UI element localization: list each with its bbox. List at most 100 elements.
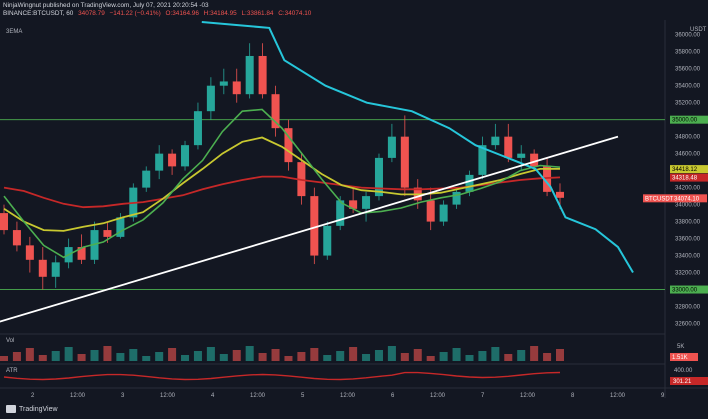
y-tick-label: 33800.00 [675,220,701,226]
volume-bar [0,356,9,361]
volume-bar [51,351,60,361]
atr-pane-label[interactable]: ATR [6,368,18,374]
x-tick-label: 12:00 [520,393,536,399]
volume-bar [271,349,280,361]
candle-body [387,136,396,158]
volume-bar [206,347,215,361]
candle-body [193,111,202,146]
y-tick-label: 34200.00 [675,186,701,192]
volume-bar [284,356,293,361]
candle-body [374,157,383,197]
volume-bar [413,349,422,361]
volume-bar [12,352,21,361]
candle-body [323,225,332,256]
volume-bar [349,347,358,361]
volume-bar [90,350,99,361]
candle-body [168,153,177,167]
volume-bar [517,350,526,361]
candle-body [336,200,345,226]
ema-mid-line [3,136,560,232]
candle-body [142,170,151,188]
volume-bar [38,355,47,361]
volume-bar [168,348,177,361]
volume-bar [543,353,552,361]
candle-body [517,153,526,158]
x-tick-label: 3 [121,393,125,399]
price-tag-symbol: BTCUSDT [645,196,674,202]
y-tick-label: 34800.00 [675,135,701,141]
volume-bar [323,355,332,361]
low-value: L:33861.84 [241,10,274,17]
candle-body [504,136,513,158]
y-tick-label: 34000.00 [675,203,701,209]
candle-body [181,145,190,167]
volume-bar [258,353,267,361]
chart-publish-info: NinjaWingnut published on TradingView.co… [3,2,209,9]
candle-body [103,230,112,237]
currency-label: USDT [690,27,707,33]
high-value: H:34184.95 [203,10,237,17]
x-tick-label: 12:00 [250,393,266,399]
volume-bar [504,354,513,361]
volume-bar [465,355,474,361]
volume-bar [426,356,435,361]
x-tick-label: 4 [211,393,215,399]
candle-body [362,196,371,209]
candle-body [400,136,409,188]
x-tick-label: 12:00 [160,393,176,399]
candle-body [245,55,254,95]
candle-body [530,153,539,167]
volume-bar [374,350,383,361]
x-tick-label: 12:00 [430,393,446,399]
volume-bar [103,346,112,361]
volume-bar [336,351,345,361]
trendline [0,135,619,323]
candle-body [51,262,60,277]
volume-pane-label[interactable]: Vol [6,338,15,344]
candle-body [465,174,474,192]
x-tick-label: 12:00 [70,393,86,399]
atr-tick-label: 400.00 [674,368,693,374]
volume-bar [400,353,409,361]
volume-bar [555,349,565,361]
ema-indicator-label[interactable]: 3EMA [6,29,23,35]
candle-body [426,200,435,222]
y-tick-label: 32600.00 [675,322,701,328]
y-tick-label: 35600.00 [675,67,701,73]
ema-slow-line [3,175,561,209]
volume-bar [362,354,371,361]
volume-bar [77,354,86,361]
x-tick-label: 8 [571,393,575,399]
candle-body [155,153,164,171]
candle-body [116,217,125,237]
band-upper-line [201,21,634,274]
volume-bar [142,356,151,361]
volume-bar [310,348,319,361]
y-tick-label: 36000.00 [675,33,701,39]
candle-body [310,196,319,256]
close-value: C:34074.10 [278,10,312,17]
volume-value-label: 1.51K [672,355,688,361]
level-price-label: 35000.00 [672,118,698,124]
candle-body [439,204,448,222]
x-tick-label: 6 [391,393,395,399]
candle-body [271,94,280,129]
volume-bar [25,348,34,361]
price-tag-value: 34318.48 [672,176,698,182]
x-tick-label: 12:00 [610,393,626,399]
volume-bar [245,346,254,361]
candle-body [349,200,358,209]
atr-line [3,371,561,381]
candle-body [77,247,86,260]
price-tag [670,165,708,174]
volume-tick-label: 5K [677,344,684,350]
volume-bar [193,351,202,361]
candle-body [491,136,500,146]
chart-ohlc-row: BINANCE:BTCUSDT, 60 34078.79 −141.22 (−0… [3,10,314,18]
volume-bar [232,350,241,361]
atr-value-tag [670,377,708,385]
candle-body [478,145,487,175]
y-tick-label: 34600.00 [675,152,701,158]
y-tick-label: 33400.00 [675,254,701,260]
